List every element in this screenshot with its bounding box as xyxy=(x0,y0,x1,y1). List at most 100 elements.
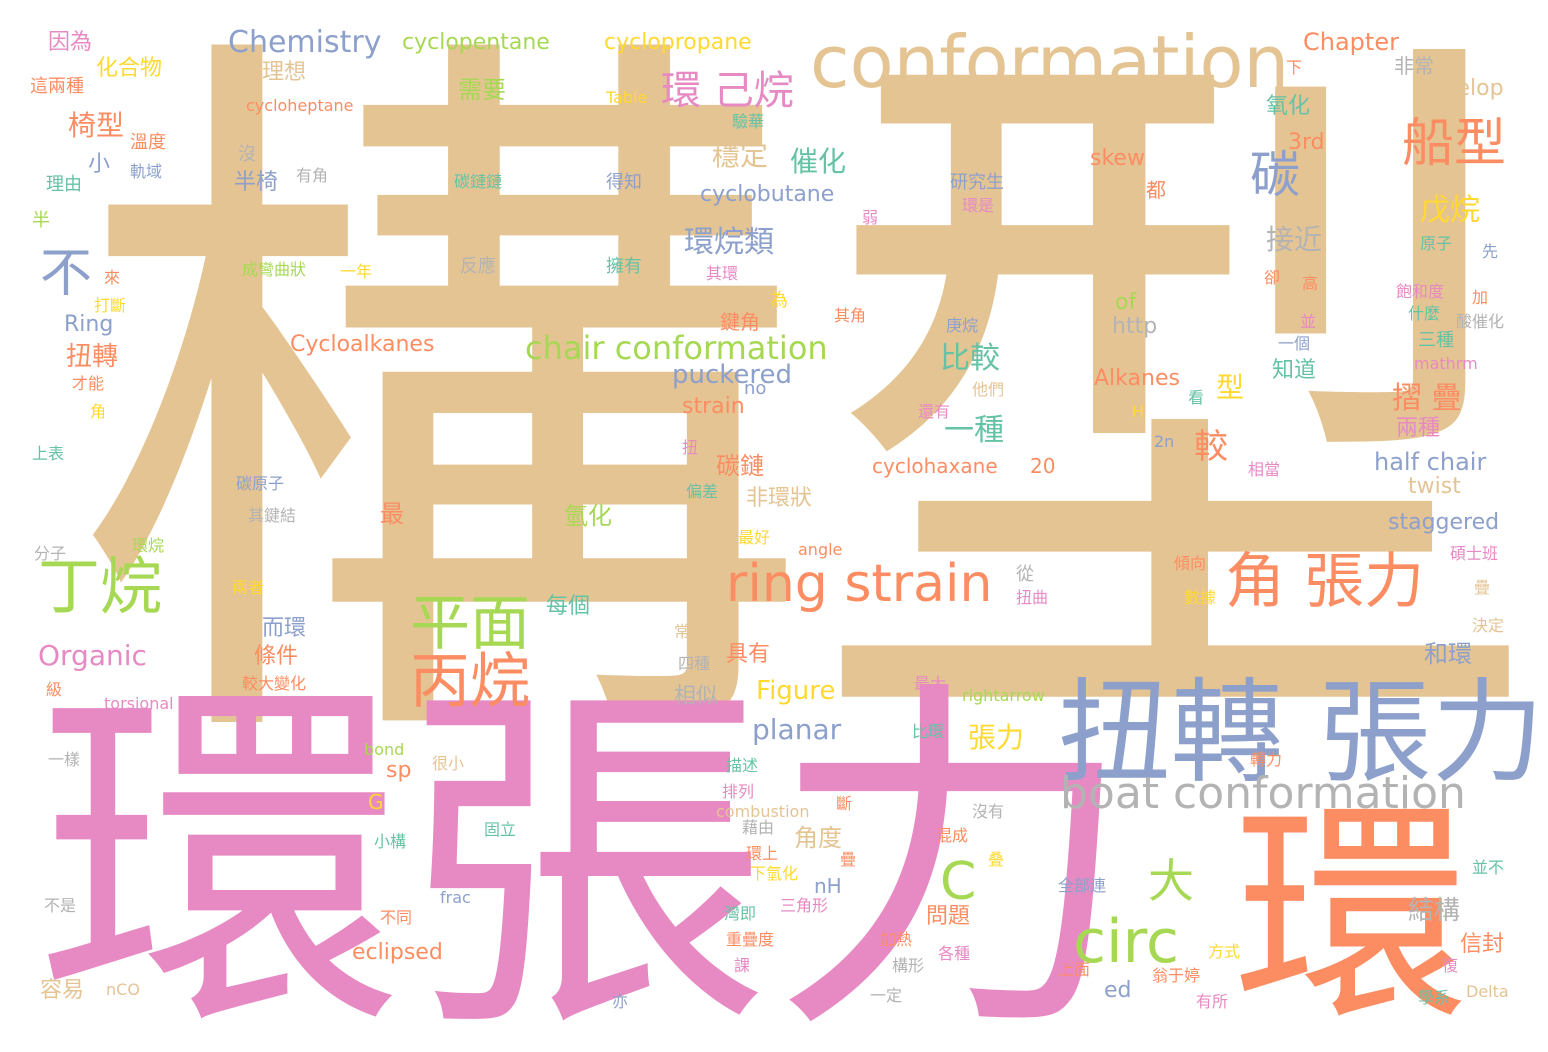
word: half chair xyxy=(1374,448,1487,476)
word: 上面 xyxy=(1058,960,1091,979)
word: Chapter xyxy=(1303,28,1399,56)
word: 都 xyxy=(1146,178,1166,202)
word: 溫度 xyxy=(130,132,166,153)
word: 環 己烷 xyxy=(661,68,794,114)
word: 碩士班 xyxy=(1450,544,1499,563)
word: 張力 xyxy=(968,721,1025,754)
word: 排列 xyxy=(722,782,755,801)
word: torsional xyxy=(104,694,174,713)
word: 這也 xyxy=(1108,206,1144,227)
word: 氧化 xyxy=(1266,94,1311,119)
word: 2n xyxy=(1154,432,1175,451)
word: Table xyxy=(606,88,648,107)
word: 條件 xyxy=(254,644,299,669)
word: sp xyxy=(386,758,412,783)
word: 一個 xyxy=(1278,334,1311,353)
word: 方式 xyxy=(1208,942,1241,961)
word: 化合物 xyxy=(96,56,163,81)
word: circ xyxy=(1073,907,1179,977)
word: 最好 xyxy=(738,528,771,547)
word: 構型 xyxy=(70,0,1545,838)
word: 反應 xyxy=(460,256,496,277)
word: 一年 xyxy=(340,262,373,281)
word: ring strain xyxy=(726,554,993,614)
word: angle xyxy=(798,540,843,559)
word: 比環 xyxy=(912,722,945,741)
word: 環烷 xyxy=(132,536,165,555)
word: 得知 xyxy=(606,172,642,193)
word: 非常 xyxy=(1394,54,1434,78)
word: 研究生 xyxy=(950,172,1004,193)
word: 碳鏈 xyxy=(716,452,764,480)
word: nCO xyxy=(106,980,140,999)
word: 描述 xyxy=(726,756,759,775)
word: 擁有 xyxy=(606,256,642,277)
word: 看 xyxy=(1188,388,1205,407)
word: 飽和度 xyxy=(1396,282,1445,301)
word: 級 xyxy=(46,680,63,699)
word: 相似 xyxy=(674,684,719,709)
word: 卻 xyxy=(1264,268,1281,287)
word: bond xyxy=(364,740,405,759)
word: no xyxy=(744,378,767,399)
word: 打斷 xyxy=(94,296,127,315)
word: cyclopropane xyxy=(604,30,752,55)
word: 理由 xyxy=(46,174,82,195)
word: 各種 xyxy=(938,944,971,963)
word: 來 xyxy=(104,268,121,287)
word: 環烷類 xyxy=(684,225,774,260)
word: combustion xyxy=(716,802,810,821)
word: cycloheptane xyxy=(246,96,354,115)
word: 碳鏈鏈 xyxy=(454,172,503,191)
word: 信封 xyxy=(1460,932,1505,957)
word: 具有 xyxy=(726,642,771,667)
word: 需要 xyxy=(458,76,506,104)
word: 結構 xyxy=(1408,896,1461,926)
word: 沒 xyxy=(238,144,256,165)
word: G xyxy=(368,790,384,814)
word: 很小 xyxy=(432,754,465,773)
word: 弱 xyxy=(862,208,879,227)
word: 兩種 xyxy=(1396,416,1441,441)
word: 扭轉 張力 xyxy=(1058,666,1545,799)
word: 其角 xyxy=(834,306,867,325)
word: 環是 xyxy=(962,196,995,215)
word: H xyxy=(1132,402,1145,421)
word: 環 xyxy=(1234,781,1469,1052)
word: 角 張力 xyxy=(1225,547,1425,617)
word: 角度 xyxy=(794,824,842,852)
word: http xyxy=(1112,314,1158,339)
word: 環上 xyxy=(746,844,779,863)
word: 最 xyxy=(380,500,404,528)
word: 課 xyxy=(734,956,751,975)
word: eclipsed xyxy=(352,940,443,965)
word: 傾向 xyxy=(1174,554,1207,573)
word: 不同 xyxy=(380,908,413,927)
word: 數據 xyxy=(1184,588,1217,607)
word: Delta xyxy=(1466,982,1509,1001)
word: 椅型 xyxy=(68,109,125,142)
word: 並 xyxy=(1300,312,1317,331)
word: puckered xyxy=(672,360,793,390)
word: 灣即 xyxy=(724,904,757,923)
word: 重疊度 xyxy=(726,930,775,949)
word: cyclohaxane xyxy=(872,454,998,478)
word: 什麼 xyxy=(1408,304,1441,323)
word: 比較 xyxy=(940,341,1000,376)
word: of xyxy=(1115,290,1137,315)
word: Figure xyxy=(756,676,836,706)
word: 20 xyxy=(1030,454,1056,478)
word: 穩定 xyxy=(712,139,769,172)
word: 小 xyxy=(88,152,111,177)
word: 較大變化 xyxy=(242,674,307,693)
word: 三種 xyxy=(1418,330,1454,351)
word: 接近 xyxy=(1266,223,1323,256)
word: 分子 xyxy=(34,544,67,563)
word: staggered xyxy=(1388,510,1500,535)
word: 亦 xyxy=(612,992,629,1011)
word: 常見 xyxy=(674,622,707,641)
word: 叠 xyxy=(988,850,1005,869)
word: ed xyxy=(1104,978,1132,1003)
word: 高 xyxy=(1302,274,1319,293)
word: 一種 xyxy=(944,413,1004,448)
